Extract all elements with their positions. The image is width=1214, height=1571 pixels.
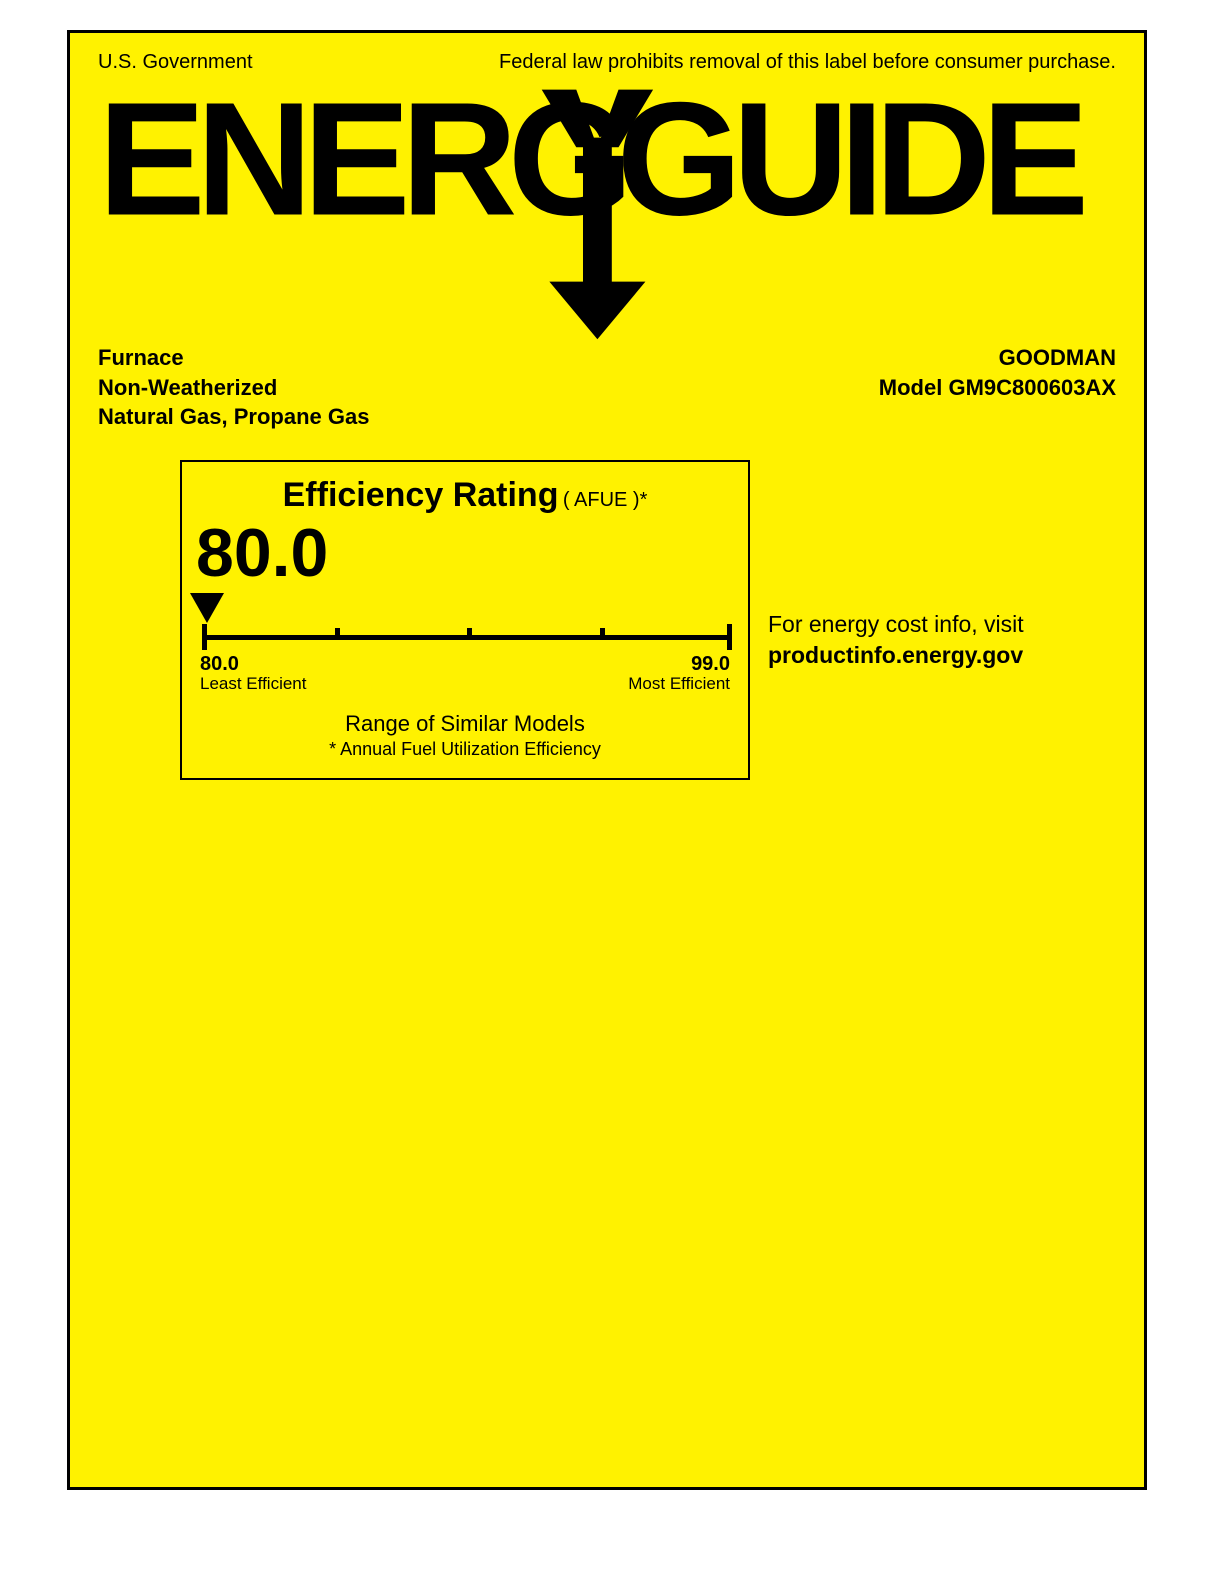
product-info-row: Furnace Non-Weatherized Natural Gas, Pro… bbox=[98, 343, 1116, 432]
energyguide-label: U.S. Government Federal law prohibits re… bbox=[67, 30, 1147, 1490]
efficiency-subtitle: ( AFUE )* bbox=[563, 489, 647, 511]
afue-footnote: * Annual Fuel Utilization Efficiency bbox=[196, 739, 734, 760]
product-line2: Non-Weatherized bbox=[98, 373, 369, 403]
scale-tick bbox=[467, 628, 472, 640]
energyguide-logo: ENERG GUIDE bbox=[98, 80, 1116, 349]
scale-min-value: 80.0 bbox=[200, 653, 239, 675]
cost-info-url: productinfo.energy.gov bbox=[768, 640, 1024, 671]
svg-text:GUIDE: GUIDE bbox=[617, 80, 1084, 249]
top-legal-text: Federal law prohibits removal of this la… bbox=[499, 51, 1116, 74]
scale-pointer-icon bbox=[190, 593, 224, 623]
product-line3: Natural Gas, Propane Gas bbox=[98, 402, 369, 432]
scale-end-tick bbox=[727, 624, 732, 650]
scale-max: 99.0 Most Efficient bbox=[628, 653, 730, 694]
cost-info-line1: For energy cost info, visit bbox=[768, 609, 1024, 640]
scale-min: 80.0 Least Efficient bbox=[200, 653, 306, 694]
product-brand-model: GOODMAN Model GM9C800603AX bbox=[879, 343, 1116, 432]
efficiency-title-row: Efficiency Rating ( AFUE )* bbox=[196, 476, 734, 515]
scale-labels-row: 80.0 Least Efficient 99.0 Most Efficient bbox=[200, 653, 730, 694]
scale-track bbox=[202, 635, 728, 640]
scale-tick bbox=[600, 628, 605, 640]
scale-min-desc: Least Efficient bbox=[200, 675, 306, 694]
svg-text:ENERG: ENERG bbox=[98, 80, 624, 249]
efficiency-value: 80.0 bbox=[196, 519, 734, 587]
efficiency-rating-box: Efficiency Rating ( AFUE )* 80.0 80.0 Le… bbox=[180, 460, 750, 780]
range-of-similar-models: Range of Similar Models bbox=[196, 711, 734, 737]
scale-max-desc: Most Efficient bbox=[628, 675, 730, 694]
efficiency-scale: 80.0 Least Efficient 99.0 Most Efficient bbox=[196, 593, 734, 703]
product-description: Furnace Non-Weatherized Natural Gas, Pro… bbox=[98, 343, 369, 432]
scale-tick bbox=[335, 628, 340, 640]
scale-end-tick bbox=[202, 624, 207, 650]
top-header-row: U.S. Government Federal law prohibits re… bbox=[98, 51, 1116, 74]
top-gov-text: U.S. Government bbox=[98, 51, 253, 74]
cost-info-block: For energy cost info, visit productinfo.… bbox=[768, 609, 1024, 671]
efficiency-and-cost-row: Efficiency Rating ( AFUE )* 80.0 80.0 Le… bbox=[98, 460, 1116, 780]
efficiency-title: Efficiency Rating bbox=[283, 476, 559, 514]
scale-max-value: 99.0 bbox=[691, 653, 730, 675]
product-model: Model GM9C800603AX bbox=[879, 373, 1116, 403]
